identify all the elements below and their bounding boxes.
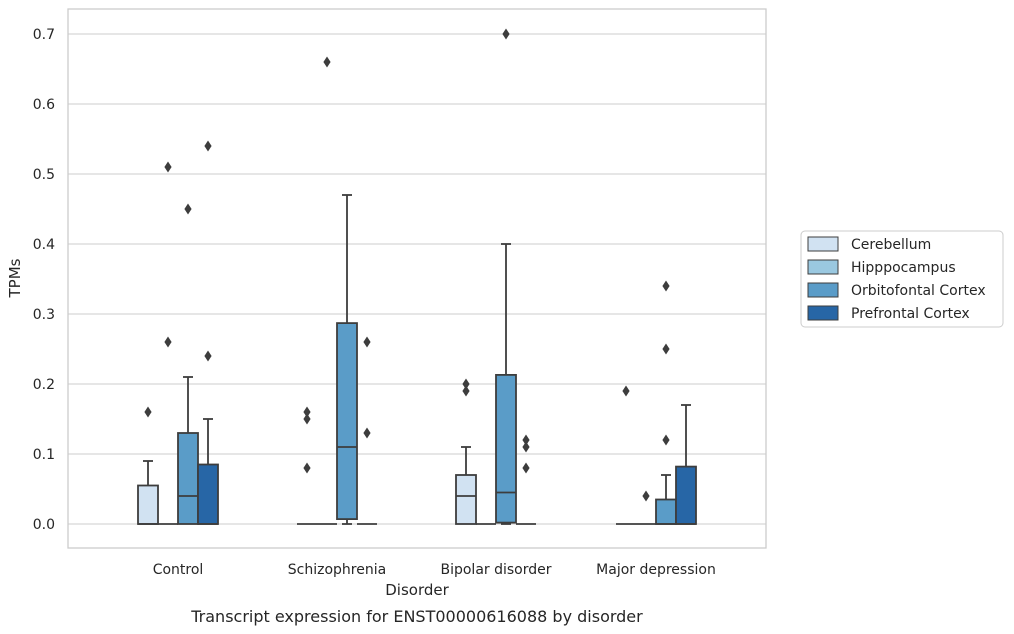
legend-frame [800, 230, 1004, 328]
outlier-point [204, 350, 212, 362]
legend-entry: Orbitofontal Cortex [851, 283, 986, 299]
outlier-point [144, 406, 152, 418]
y-axis-label: TPMs [6, 258, 24, 298]
y-tick-label: 0.2 [33, 377, 55, 393]
outlier-point [363, 427, 371, 439]
x-tick-label: Schizophrenia [288, 562, 386, 578]
outlier-point [662, 280, 670, 292]
y-tick-label: 0.6 [33, 97, 55, 113]
chart-caption: Transcript expression for ENST0000061608… [190, 607, 643, 626]
legend-swatch [807, 259, 839, 275]
outlier-point [522, 434, 530, 446]
outlier-point [662, 343, 670, 355]
legend-swatch [807, 282, 839, 298]
box [336, 322, 358, 521]
legend-entry: Cerebellum [851, 237, 931, 253]
box [177, 432, 199, 525]
outlier-point [303, 413, 311, 425]
legend-entry: Prefrontal Cortex [851, 306, 970, 322]
outlier-point [622, 385, 630, 397]
box-group [455, 28, 536, 525]
y-tick-label: 0.5 [33, 167, 55, 183]
outlier-point [323, 56, 331, 68]
box-group [616, 280, 697, 525]
outlier-point [164, 161, 172, 173]
outlier-point [662, 434, 670, 446]
legend: Cerebellum Hipppocampus Orbitofontal Corte… [800, 230, 1004, 328]
outlier-point [522, 441, 530, 453]
y-tick-label: 0.0 [33, 517, 55, 533]
plot-frame [67, 8, 767, 549]
x-tick-label: Bipolar disorder [440, 562, 551, 578]
box-group [137, 140, 219, 525]
outlier-point [522, 462, 530, 474]
outlier-point [363, 336, 371, 348]
box [137, 484, 159, 525]
outlier-point [502, 28, 510, 40]
y-tick-label: 0.1 [33, 447, 55, 463]
x-tick-label: Control [153, 562, 204, 578]
x-tick-labels: Control Schizophrenia Bipolar disorder Majo… [153, 562, 716, 578]
box [197, 463, 219, 525]
outlier-point [164, 336, 172, 348]
x-tick-label: Major depression [596, 562, 716, 578]
legend-swatch [807, 236, 839, 252]
x-axis-label: Disorder [385, 581, 449, 599]
outlier-point [204, 140, 212, 152]
outlier-point [462, 385, 470, 397]
outlier-point [462, 378, 470, 390]
y-tick-labels: 0.0 0.1 0.2 0.3 0.4 0.5 0.6 0.7 [33, 27, 55, 533]
legend-entry: Hipppocampus [851, 260, 956, 276]
box-groups [137, 28, 697, 525]
outlier-point [642, 490, 650, 502]
box [655, 498, 677, 525]
box [675, 465, 697, 525]
box [455, 474, 477, 525]
y-tick-label: 0.7 [33, 27, 55, 43]
outlier-point [303, 406, 311, 418]
box-group [297, 56, 377, 525]
y-tick-label: 0.3 [33, 307, 55, 323]
outlier-point [184, 203, 192, 215]
y-tick-label: 0.4 [33, 237, 55, 253]
outlier-point [303, 462, 311, 474]
box [495, 373, 517, 524]
legend-swatch [807, 305, 839, 321]
